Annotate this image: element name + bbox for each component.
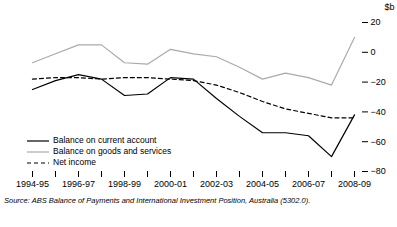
svg-text:2000-01: 2000-01 (154, 179, 187, 189)
svg-text:2006-07: 2006-07 (292, 179, 325, 189)
svg-text:20: 20 (371, 17, 381, 27)
html-text:Source: ABS Balance of Payment: Source: ABS Balance of Payments and Inte… (4, 196, 311, 205)
svg-text:1996-97: 1996-97 (62, 179, 95, 189)
html-text:Balance on current account: Balance on current account (53, 135, 157, 145)
svg-text:−80: −80 (371, 166, 386, 176)
svg-text:1994-95: 1994-95 (16, 179, 49, 189)
svg-text:−40: −40 (371, 107, 386, 117)
svg-text:2004-05: 2004-05 (246, 179, 279, 189)
html-text:Net income: Net income (53, 157, 96, 167)
svg-text:$b: $b (384, 2, 394, 12)
svg-text:−60: −60 (371, 137, 386, 147)
html-text:Balance on goods and services: Balance on goods and services (53, 146, 172, 156)
svg-text:2002-03: 2002-03 (200, 179, 233, 189)
svg-text:0: 0 (371, 47, 376, 57)
svg-text:−20: −20 (371, 77, 386, 87)
svg-text:2008-09: 2008-09 (338, 179, 371, 189)
svg-text:1998-99: 1998-99 (108, 179, 141, 189)
